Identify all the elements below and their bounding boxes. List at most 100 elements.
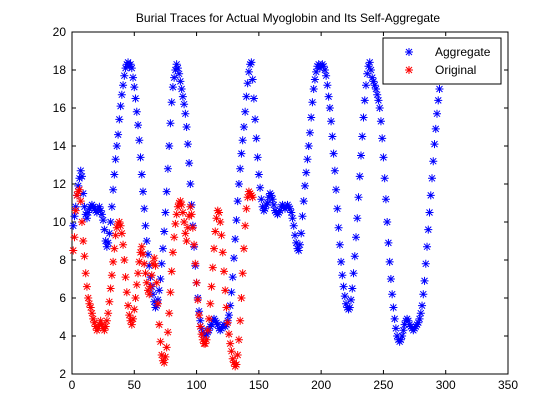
data-point-aggregate [239, 123, 248, 131]
y-tick-label: 18 [53, 63, 67, 77]
data-point-original [117, 229, 126, 238]
data-point-original [197, 330, 206, 339]
data-point-aggregate [158, 244, 167, 253]
x-tick-label: 0 [69, 378, 76, 392]
data-point-original [216, 218, 225, 226]
data-point-original [151, 261, 160, 270]
data-point-original [127, 320, 136, 329]
data-point-aggregate [322, 71, 331, 80]
data-point-aggregate [304, 142, 313, 150]
data-point-aggregate [396, 335, 405, 344]
data-point-aggregate [415, 314, 424, 323]
data-point-aggregate [170, 73, 179, 82]
data-point-original [79, 237, 88, 245]
data-point-aggregate [120, 71, 129, 80]
data-point-original [182, 237, 191, 245]
data-point-aggregate [80, 202, 89, 211]
data-point-aggregate [348, 284, 357, 293]
data-point-original [115, 218, 124, 226]
data-point-original [77, 218, 86, 226]
data-point-aggregate [299, 197, 308, 206]
data-point-aggregate [132, 107, 141, 116]
data-point-aggregate [303, 155, 312, 164]
data-point-aggregate [342, 299, 351, 308]
data-point-original [201, 339, 210, 348]
data-point-aggregate [399, 326, 408, 335]
data-point-original [180, 218, 189, 226]
data-point-aggregate [425, 208, 434, 217]
data-point-aggregate [79, 189, 88, 198]
data-point-original [89, 314, 98, 323]
legend-box [382, 37, 502, 85]
data-point-aggregate [157, 259, 166, 268]
data-point-aggregate [105, 229, 114, 238]
data-point-aggregate [339, 282, 348, 291]
data-point-original [130, 305, 139, 314]
data-point-aggregate [126, 60, 135, 69]
data-point-aggregate [353, 214, 362, 223]
data-point-aggregate [172, 60, 181, 69]
data-point-aggregate [77, 172, 86, 181]
data-point-aggregate [350, 252, 359, 261]
data-point-aggregate [76, 166, 85, 175]
data-point-original [207, 282, 216, 291]
data-point-aggregate [365, 58, 374, 67]
data-point-aggregate [385, 257, 394, 266]
data-point-aggregate [268, 195, 277, 204]
data-point-aggregate [300, 181, 309, 190]
data-point-aggregate [115, 115, 124, 124]
data-point-original [153, 299, 162, 308]
y-tick-label: 8 [59, 253, 66, 267]
data-point-original [72, 191, 81, 200]
data-point-aggregate [238, 136, 247, 145]
data-point-aggregate [117, 90, 126, 99]
x-axis: 0 50 100 150 200 250 300 350 [69, 32, 518, 392]
data-point-aggregate [379, 153, 388, 162]
data-point-aggregate [359, 113, 368, 122]
chart-title: Burial Traces for Actual Myoglobin and I… [136, 11, 440, 25]
data-point-aggregate [380, 174, 389, 183]
data-point-original [181, 229, 190, 238]
data-point-aggregate [244, 67, 253, 76]
legend[interactable]: Aggregate Original [382, 37, 502, 85]
data-point-original [202, 335, 211, 344]
data-point-original [143, 286, 152, 295]
data-point-aggregate [143, 250, 152, 259]
data-point-aggregate [112, 142, 121, 150]
data-point-aggregate [421, 259, 430, 268]
data-point-aggregate [374, 96, 383, 105]
data-point-aggregate [373, 90, 382, 99]
data-point-aggregate [136, 153, 145, 162]
data-point-aggregate [363, 69, 372, 78]
data-point-aggregate [319, 62, 328, 71]
data-point-original [120, 256, 129, 264]
data-point-aggregate [263, 199, 272, 207]
data-point-aggregate [134, 121, 143, 130]
data-point-aggregate [370, 81, 379, 90]
data-point-aggregate [70, 212, 79, 221]
data-point-aggregate [207, 320, 216, 329]
data-point-original [107, 271, 116, 280]
data-point-original [178, 208, 187, 217]
data-point-original [101, 322, 110, 331]
data-point-aggregate [114, 130, 123, 139]
data-point-original [125, 311, 134, 320]
data-point-aggregate [426, 191, 435, 200]
legend-label-aggregate: Aggregate [435, 45, 491, 59]
series-layer [69, 58, 444, 371]
legend-marker-original [405, 66, 413, 74]
data-point-aggregate [247, 58, 256, 67]
data-point-aggregate [361, 81, 370, 90]
data-point-original [188, 223, 197, 232]
data-point-original [156, 337, 165, 346]
data-point-aggregate [196, 316, 205, 325]
data-point-original [196, 322, 205, 331]
data-point-aggregate [381, 195, 390, 204]
data-point-aggregate [182, 123, 191, 131]
data-point-aggregate [111, 155, 120, 164]
data-point-original [137, 242, 146, 251]
data-point-original [218, 248, 227, 257]
data-point-original [70, 233, 79, 242]
y-tick-label: 2 [59, 367, 66, 381]
data-point-aggregate [333, 204, 342, 213]
